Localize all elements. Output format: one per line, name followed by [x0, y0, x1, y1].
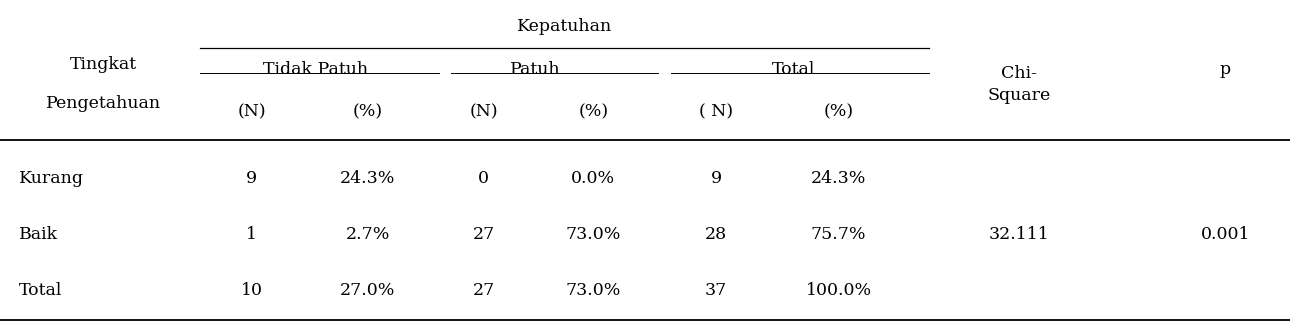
- Text: 1: 1: [246, 226, 257, 243]
- Text: Kepatuhan: Kepatuhan: [517, 18, 611, 35]
- Text: Patuh: Patuh: [510, 61, 561, 78]
- Text: 75.7%: 75.7%: [810, 226, 867, 243]
- Text: 32.111: 32.111: [988, 226, 1050, 243]
- Text: 24.3%: 24.3%: [341, 170, 395, 187]
- Text: 28: 28: [704, 226, 728, 243]
- Text: 100.0%: 100.0%: [805, 282, 872, 299]
- Text: 27: 27: [472, 282, 495, 299]
- Text: (N): (N): [470, 104, 498, 121]
- Text: p: p: [1220, 61, 1231, 78]
- Text: 73.0%: 73.0%: [566, 226, 620, 243]
- Text: 0.0%: 0.0%: [571, 170, 615, 187]
- Text: ( N): ( N): [699, 104, 733, 121]
- Text: 2.7%: 2.7%: [346, 226, 390, 243]
- Text: Tingkat: Tingkat: [70, 56, 137, 73]
- Text: 27: 27: [472, 226, 495, 243]
- Text: (%): (%): [352, 104, 383, 121]
- Text: Tidak Patuh: Tidak Patuh: [263, 61, 369, 78]
- Text: 9: 9: [711, 170, 721, 187]
- Text: Kurang: Kurang: [19, 170, 84, 187]
- Text: 10: 10: [240, 282, 263, 299]
- Text: 73.0%: 73.0%: [566, 282, 620, 299]
- Text: (%): (%): [578, 104, 609, 121]
- Text: Baik: Baik: [19, 226, 58, 243]
- Text: Total: Total: [19, 282, 63, 299]
- Text: 0.001: 0.001: [1201, 226, 1250, 243]
- Text: Pengetahuan: Pengetahuan: [45, 95, 161, 113]
- Text: 0: 0: [479, 170, 489, 187]
- Text: (%): (%): [823, 104, 854, 121]
- Text: 9: 9: [246, 170, 257, 187]
- Text: Chi-
Square: Chi- Square: [987, 65, 1051, 104]
- Text: 24.3%: 24.3%: [811, 170, 866, 187]
- Text: 37: 37: [704, 282, 728, 299]
- Text: 27.0%: 27.0%: [341, 282, 395, 299]
- Text: (N): (N): [237, 104, 266, 121]
- Text: Total: Total: [771, 61, 815, 78]
